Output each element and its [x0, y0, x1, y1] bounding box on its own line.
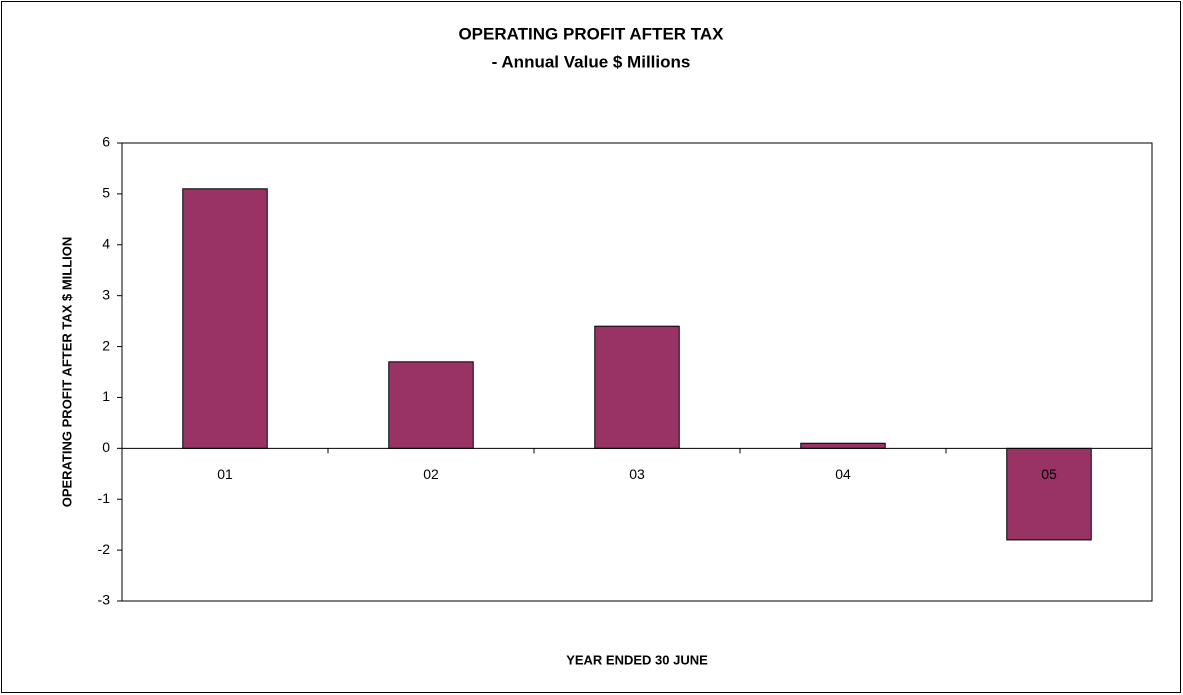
- y-tick-label: 5: [102, 185, 110, 201]
- y-tick-label: -2: [98, 541, 111, 557]
- y-tick-label: 4: [102, 235, 110, 251]
- x-tick-label: 03: [629, 466, 645, 482]
- bar: [182, 188, 268, 449]
- y-tick-label: 3: [102, 286, 110, 302]
- bar: [1006, 447, 1092, 541]
- y-tick-label: 6: [102, 134, 110, 150]
- plot-area: [121, 142, 1153, 602]
- chart-title: OPERATING PROFIT AFTER TAX: [458, 24, 724, 43]
- x-tick-label: 04: [835, 466, 851, 482]
- bar: [388, 361, 474, 449]
- x-tick-label: 02: [423, 466, 439, 482]
- y-tick-label: 1: [102, 388, 110, 404]
- bar: [800, 442, 886, 449]
- x-tick-label: 01: [217, 466, 233, 482]
- y-tick-label: 2: [102, 337, 110, 353]
- x-axis-label: YEAR ENDED 30 JUNE: [566, 652, 708, 667]
- y-tick-label: -1: [98, 490, 111, 506]
- y-tick-label: 0: [102, 439, 110, 455]
- y-axis-label: OPERATING PROFIT AFTER TAX $ MILLION: [59, 237, 74, 508]
- x-tick-label: 05: [1041, 466, 1057, 482]
- bar: [594, 325, 680, 449]
- y-tick-label: -3: [98, 592, 111, 608]
- chart-subtitle: - Annual Value $ Millions: [492, 52, 691, 71]
